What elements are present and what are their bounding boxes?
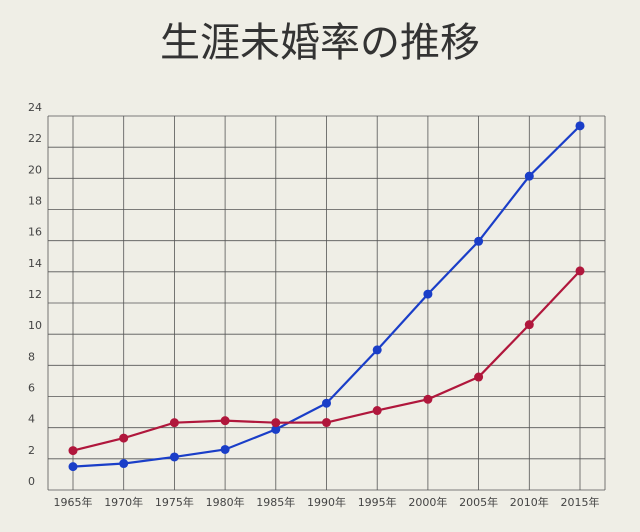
y-tick-label: 14: [28, 257, 42, 270]
y-tick-label: 22: [28, 132, 42, 145]
point: [474, 236, 484, 246]
x-tick-label: 1995年: [358, 495, 397, 509]
point: [524, 171, 534, 181]
y-tick-label: 18: [28, 195, 42, 208]
point: [423, 394, 433, 404]
point: [271, 424, 281, 434]
x-tick-label: 2015年: [561, 495, 600, 509]
y-tick-label: 6: [28, 382, 35, 395]
x-tick-label: 1965年: [54, 495, 93, 509]
point: [169, 452, 179, 462]
x-tick-label: 1985年: [256, 495, 295, 509]
x-tick-label: 1980年: [206, 495, 245, 509]
point: [524, 320, 534, 330]
point: [474, 372, 484, 382]
point: [322, 418, 331, 428]
point: [372, 406, 382, 416]
x-tick-label: 2010年: [510, 495, 549, 509]
y-tick-label: 10: [28, 319, 42, 332]
x-tick-label: 1970年: [104, 495, 143, 509]
y-tick-label: 16: [28, 226, 42, 239]
point: [119, 459, 129, 469]
chart-title: 生涯未婚率の推移: [160, 20, 480, 66]
point: [220, 416, 230, 426]
y-tick-label: 24: [28, 101, 42, 114]
point: [271, 418, 281, 428]
point: [119, 433, 129, 443]
point: [169, 418, 179, 428]
point: [322, 398, 331, 408]
y-tick-label: 0: [28, 475, 35, 488]
point: [575, 121, 585, 131]
y-tick-label: 4: [28, 413, 35, 426]
y-tick-label: 2: [28, 444, 35, 457]
point: [68, 462, 78, 472]
lines: [68, 121, 585, 472]
y-tick-label: 20: [28, 163, 42, 176]
point: [575, 266, 585, 276]
x-tick-label: 2000年: [408, 495, 447, 509]
y-tick-label: 12: [28, 288, 42, 301]
point: [423, 289, 433, 299]
point: [220, 444, 230, 454]
x-tick-label: 1975年: [155, 495, 194, 509]
y-tick-label: 8: [28, 350, 35, 363]
x-tick-label: 2005年: [459, 495, 498, 509]
point: [372, 345, 382, 355]
point: [68, 446, 78, 456]
x-tick-label: 1990年: [307, 495, 346, 509]
